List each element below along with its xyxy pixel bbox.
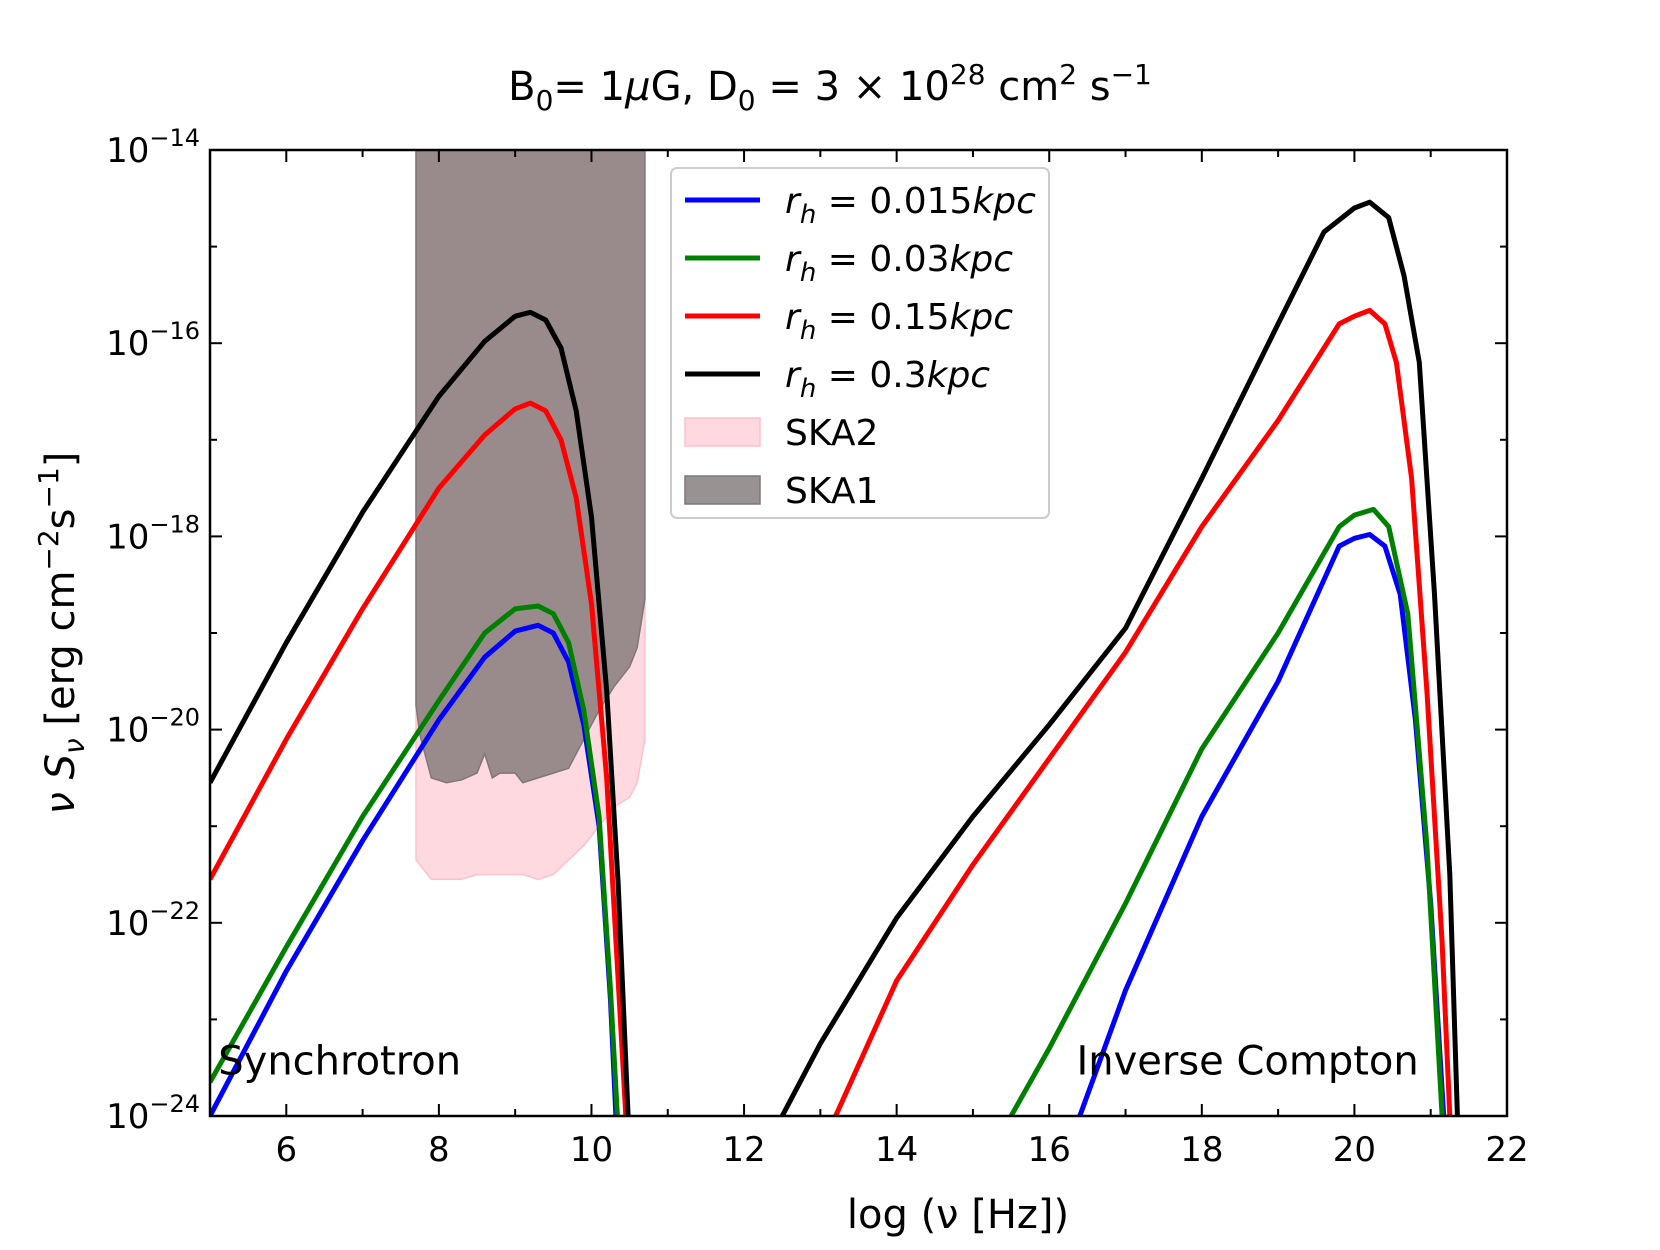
x-tick-label: 14 — [875, 1130, 918, 1170]
legend-label: rh = 0.15kpc — [785, 297, 1013, 346]
series-line-1-synchrotron — [210, 603, 620, 1116]
band-ska1 — [415, 150, 646, 784]
x-tick-label: 20 — [1333, 1130, 1376, 1170]
y-axis: 10−14 10−16 10−18 10−20 10−22 10−24 — [106, 124, 1507, 1137]
x-tick-label: 10 — [570, 1130, 613, 1170]
legend-item-series-0: rh = 0.015kpc — [685, 181, 1036, 230]
legend-swatch — [684, 417, 761, 447]
legend-item-band-ska2: SKA2 — [684, 413, 878, 454]
x-tick-label: 6 — [275, 1130, 297, 1170]
chart-title: B0= 1μG, D0 = 3 × 1028 cm2 s−1 — [508, 58, 1152, 117]
y-tick-label: 10−24 — [106, 1090, 200, 1137]
y-tick-label: 10−18 — [106, 510, 200, 557]
legend-swatch — [684, 475, 761, 505]
x-tick-label: 12 — [722, 1130, 765, 1170]
legend-label: rh = 0.3kpc — [785, 355, 990, 404]
y-tick-label: 10−16 — [106, 317, 200, 364]
legend-item-series-2: rh = 0.15kpc — [685, 297, 1013, 346]
legend: rh = 0.015kpc rh = 0.03kpc rh = 0.15kpc rh … — [670, 167, 1050, 519]
x-axis: 6 8 10 12 14 16 18 20 22 — [209, 150, 1529, 1170]
legend-label: SKA2 — [785, 413, 878, 454]
y-tick-label: 10−22 — [106, 897, 200, 944]
legend-box — [670, 167, 1050, 519]
legend-item-series-1: rh = 0.03kpc — [685, 239, 1013, 288]
y-axis-label: ν Sν [erg cm−2s−1] — [32, 452, 91, 815]
annotation-layer: Synchrotron Inverse Compton — [218, 1039, 1418, 1085]
annotation-synchrotron: Synchrotron — [218, 1039, 461, 1085]
x-axis-label: log (ν [Hz]) — [847, 1192, 1069, 1238]
series-line-2-synchrotron — [210, 400, 629, 1116]
x-tick-label: 8 — [428, 1130, 450, 1170]
legend-label: rh = 0.015kpc — [785, 181, 1036, 230]
series-line-2-inverse-compton — [833, 307, 1453, 1116]
series-line-3-synchrotron — [210, 309, 631, 1116]
x-tick-label: 18 — [1180, 1130, 1223, 1170]
series-line-3-inverse-compton — [779, 199, 1460, 1116]
legend-label: rh = 0.03kpc — [785, 239, 1013, 288]
x-tick-label: 22 — [1485, 1130, 1528, 1170]
legend-item-series-3: rh = 0.3kpc — [685, 355, 990, 404]
series-line-0-inverse-compton — [1077, 532, 1447, 1116]
legend-label: SKA1 — [785, 471, 878, 512]
legend-item-band-ska1: SKA1 — [684, 471, 878, 512]
y-tick-label: 10−14 — [106, 124, 200, 171]
series-line-1-inverse-compton — [1008, 506, 1445, 1116]
bands-layer — [415, 150, 646, 881]
annotation-inverse-compton: Inverse Compton — [1076, 1039, 1418, 1085]
y-tick-label: 10−20 — [106, 704, 200, 751]
x-tick-label: 16 — [1028, 1130, 1071, 1170]
series-layer — [210, 199, 1460, 1116]
